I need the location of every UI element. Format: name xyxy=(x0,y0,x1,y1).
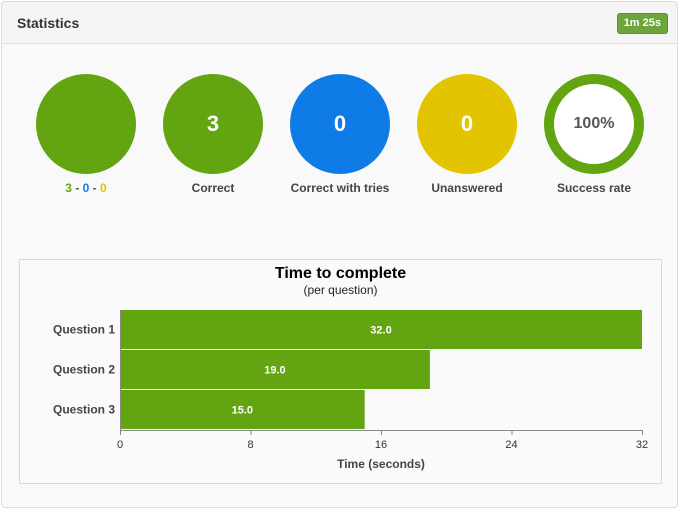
x-tick-label: 24 xyxy=(505,439,517,451)
x-tick-label: 8 xyxy=(247,439,253,451)
correct-value: 3 xyxy=(206,111,220,136)
x-tick-label: 32 xyxy=(636,439,648,451)
bar xyxy=(120,390,365,429)
unanswered-label: Unanswered xyxy=(431,181,503,195)
bar-value-label: 32.0 xyxy=(370,325,391,337)
tries-circle: 0 xyxy=(290,74,390,174)
timer-badge: 1m 25s xyxy=(616,13,668,34)
summary-tries-count: 0 xyxy=(82,181,90,195)
summary-unanswered-count: 0 xyxy=(100,181,107,195)
category-label: Question 3 xyxy=(53,403,115,417)
summary-correct-count: 3 xyxy=(65,181,72,195)
time-chart-svg: 32.0 Question 1 19.0 Question 2 15.0 Question… xyxy=(53,310,648,471)
summary-separator: - xyxy=(89,181,101,195)
tries-label: Correct with tries xyxy=(290,181,390,195)
unanswered-circle: 0 xyxy=(417,74,517,174)
stat-success-rate: 100% Success rate xyxy=(529,74,659,197)
bar-value-label: 15.0 xyxy=(232,405,253,417)
summary-separator: - xyxy=(71,181,83,195)
x-axis-label: Time (seconds) xyxy=(337,457,425,471)
summary-circle xyxy=(36,74,136,174)
chart-subtitle: (per question) xyxy=(303,283,378,297)
success-rate-label: Success rate xyxy=(556,181,632,195)
summary-label: 3 - 0 - 0 xyxy=(21,181,151,197)
panel-title: Statistics xyxy=(17,15,80,31)
category-label: Question 1 xyxy=(53,323,115,337)
stat-summary: 3 - 0 - 0 xyxy=(21,74,151,197)
success-rate-ring: 100% xyxy=(544,74,644,174)
bar xyxy=(120,310,642,349)
stat-correct: 3 Correct xyxy=(148,74,278,197)
panel-header: Statistics 1m 25s xyxy=(2,2,677,44)
bar xyxy=(120,350,430,389)
success-rate-value: 100% xyxy=(573,115,615,132)
x-tick-label: 16 xyxy=(375,439,387,451)
chart-title: Time to complete xyxy=(274,265,407,282)
tries-value: 0 xyxy=(333,111,347,136)
unanswered-value: 0 xyxy=(460,111,474,136)
stat-unanswered: 0 Unanswered xyxy=(402,74,532,197)
stat-correct-with-tries: 0 Correct with tries xyxy=(275,74,405,197)
x-tick-label: 0 xyxy=(117,439,123,451)
category-label: Question 2 xyxy=(53,363,115,377)
bar-value-label: 19.0 xyxy=(264,365,285,377)
correct-label: Correct xyxy=(191,181,235,195)
correct-circle: 3 xyxy=(163,74,263,174)
time-chart: 32.0 Question 1 19.0 Question 2 15.0 Question… xyxy=(19,259,662,484)
